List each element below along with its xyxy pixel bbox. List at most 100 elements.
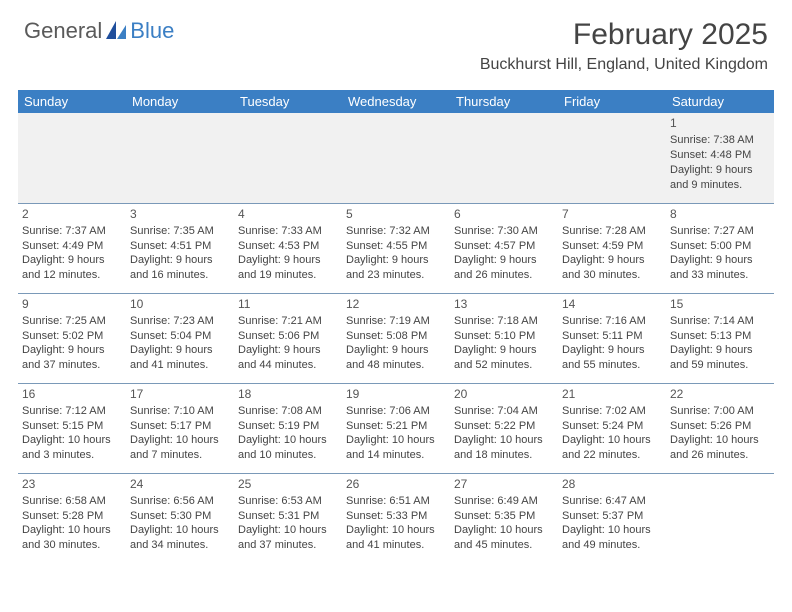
day-number: 12 [346,296,446,312]
day2-text: and 33 minutes. [670,268,770,283]
day2-text: and 26 minutes. [670,448,770,463]
day1-text: Daylight: 9 hours [130,253,230,268]
day-cell: 27Sunrise: 6:49 AMSunset: 5:35 PMDayligh… [450,473,558,563]
sunset-text: Sunset: 4:49 PM [22,239,122,254]
sunset-text: Sunset: 5:24 PM [562,419,662,434]
sunset-text: Sunset: 5:19 PM [238,419,338,434]
day-cell: 16Sunrise: 7:12 AMSunset: 5:15 PMDayligh… [18,383,126,473]
day1-text: Daylight: 9 hours [130,343,230,358]
day-cell: 14Sunrise: 7:16 AMSunset: 5:11 PMDayligh… [558,293,666,383]
day1-text: Daylight: 10 hours [130,433,230,448]
day2-text: and 14 minutes. [346,448,446,463]
day-number: 15 [670,296,770,312]
day1-text: Daylight: 10 hours [130,523,230,538]
sunset-text: Sunset: 5:31 PM [238,509,338,524]
day2-text: and 44 minutes. [238,358,338,373]
sunrise-text: Sunrise: 6:56 AM [130,494,230,509]
day2-text: and 10 minutes. [238,448,338,463]
day-cell: 4Sunrise: 7:33 AMSunset: 4:53 PMDaylight… [234,203,342,293]
day-number: 17 [130,386,230,402]
day-number: 21 [562,386,662,402]
sunset-text: Sunset: 5:06 PM [238,329,338,344]
day-number: 23 [22,476,122,492]
sunset-text: Sunset: 5:08 PM [346,329,446,344]
day-cell [234,113,342,203]
day1-text: Daylight: 9 hours [238,253,338,268]
day2-text: and 19 minutes. [238,268,338,283]
calendar-table: Sunday Monday Tuesday Wednesday Thursday… [18,90,774,563]
col-friday: Friday [558,90,666,113]
col-saturday: Saturday [666,90,774,113]
sunrise-text: Sunrise: 7:32 AM [346,224,446,239]
sunrise-text: Sunrise: 6:49 AM [454,494,554,509]
sunrise-text: Sunrise: 7:27 AM [670,224,770,239]
logo-text-general: General [24,18,102,44]
day2-text: and 30 minutes. [562,268,662,283]
day-number: 4 [238,206,338,222]
sunset-text: Sunset: 5:22 PM [454,419,554,434]
day1-text: Daylight: 9 hours [562,343,662,358]
day1-text: Daylight: 9 hours [670,163,770,178]
sunrise-text: Sunrise: 7:10 AM [130,404,230,419]
sunrise-text: Sunrise: 7:00 AM [670,404,770,419]
sunrise-text: Sunrise: 7:21 AM [238,314,338,329]
sunset-text: Sunset: 5:02 PM [22,329,122,344]
day1-text: Daylight: 10 hours [238,433,338,448]
sunrise-text: Sunrise: 7:35 AM [130,224,230,239]
day-cell: 2Sunrise: 7:37 AMSunset: 4:49 PMDaylight… [18,203,126,293]
sunrise-text: Sunrise: 7:12 AM [22,404,122,419]
day-number: 19 [346,386,446,402]
day-number: 8 [670,206,770,222]
day2-text: and 18 minutes. [454,448,554,463]
day-number: 5 [346,206,446,222]
day-number: 26 [346,476,446,492]
title-block: February 2025 Buckhurst Hill, England, U… [480,18,768,74]
day-cell [450,113,558,203]
day1-text: Daylight: 10 hours [562,523,662,538]
day-number: 11 [238,296,338,312]
week-row: 23Sunrise: 6:58 AMSunset: 5:28 PMDayligh… [18,473,774,563]
day-header-row: Sunday Monday Tuesday Wednesday Thursday… [18,90,774,113]
sunrise-text: Sunrise: 6:58 AM [22,494,122,509]
day2-text: and 52 minutes. [454,358,554,373]
sunrise-text: Sunrise: 7:37 AM [22,224,122,239]
day-cell: 5Sunrise: 7:32 AMSunset: 4:55 PMDaylight… [342,203,450,293]
sunset-text: Sunset: 5:10 PM [454,329,554,344]
sunset-text: Sunset: 4:48 PM [670,148,770,163]
sunrise-text: Sunrise: 6:51 AM [346,494,446,509]
day-number: 6 [454,206,554,222]
day1-text: Daylight: 10 hours [346,523,446,538]
sunset-text: Sunset: 5:11 PM [562,329,662,344]
day-number: 9 [22,296,122,312]
day2-text: and 12 minutes. [22,268,122,283]
day2-text: and 48 minutes. [346,358,446,373]
day1-text: Daylight: 10 hours [562,433,662,448]
day2-text: and 22 minutes. [562,448,662,463]
day-cell: 3Sunrise: 7:35 AMSunset: 4:51 PMDaylight… [126,203,234,293]
header: General Blue February 2025 Buckhurst Hil… [0,0,792,82]
day1-text: Daylight: 9 hours [346,253,446,268]
sunset-text: Sunset: 4:59 PM [562,239,662,254]
week-row: 2Sunrise: 7:37 AMSunset: 4:49 PMDaylight… [18,203,774,293]
day-cell [342,113,450,203]
day-number: 1 [670,115,770,131]
day-cell [126,113,234,203]
week-row: 16Sunrise: 7:12 AMSunset: 5:15 PMDayligh… [18,383,774,473]
day1-text: Daylight: 10 hours [454,433,554,448]
day-cell [666,473,774,563]
sunset-text: Sunset: 5:21 PM [346,419,446,434]
day1-text: Daylight: 10 hours [670,433,770,448]
sunrise-text: Sunrise: 6:53 AM [238,494,338,509]
day-cell: 11Sunrise: 7:21 AMSunset: 5:06 PMDayligh… [234,293,342,383]
col-wednesday: Wednesday [342,90,450,113]
sunrise-text: Sunrise: 7:06 AM [346,404,446,419]
sunset-text: Sunset: 4:51 PM [130,239,230,254]
day2-text: and 34 minutes. [130,538,230,553]
sunrise-text: Sunrise: 7:30 AM [454,224,554,239]
day1-text: Daylight: 9 hours [454,343,554,358]
day-cell: 15Sunrise: 7:14 AMSunset: 5:13 PMDayligh… [666,293,774,383]
day2-text: and 16 minutes. [130,268,230,283]
day1-text: Daylight: 10 hours [346,433,446,448]
col-tuesday: Tuesday [234,90,342,113]
day-number: 25 [238,476,338,492]
